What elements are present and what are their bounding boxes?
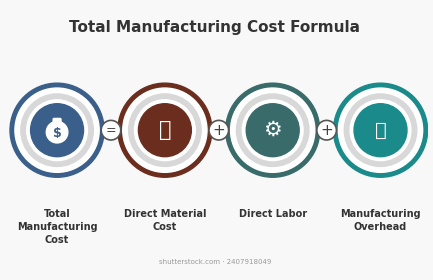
Circle shape xyxy=(242,100,303,161)
Text: ⚙: ⚙ xyxy=(263,120,282,140)
Circle shape xyxy=(15,88,99,172)
Circle shape xyxy=(344,94,417,167)
Text: Direct Labor: Direct Labor xyxy=(239,209,307,219)
Circle shape xyxy=(27,100,87,161)
Text: =: = xyxy=(106,124,116,137)
Circle shape xyxy=(135,100,195,161)
Circle shape xyxy=(236,94,309,167)
Circle shape xyxy=(317,120,336,140)
Circle shape xyxy=(350,100,411,161)
Text: Total Manufacturing Cost Formula: Total Manufacturing Cost Formula xyxy=(69,20,360,36)
Text: Direct Material
Cost: Direct Material Cost xyxy=(124,209,206,232)
Circle shape xyxy=(123,88,207,172)
Circle shape xyxy=(333,83,427,177)
Text: +: + xyxy=(320,123,333,138)
Circle shape xyxy=(118,83,212,177)
Circle shape xyxy=(10,83,104,177)
Text: ⛒: ⛒ xyxy=(158,120,171,140)
FancyBboxPatch shape xyxy=(53,118,61,125)
Text: ⛺: ⛺ xyxy=(375,121,386,140)
Text: shutterstock.com · 2407918049: shutterstock.com · 2407918049 xyxy=(158,260,271,265)
Text: Total
Manufacturing
Cost: Total Manufacturing Cost xyxy=(17,209,97,245)
Circle shape xyxy=(139,104,191,157)
Circle shape xyxy=(46,121,68,143)
Circle shape xyxy=(354,104,407,157)
Text: $: $ xyxy=(53,127,61,140)
Circle shape xyxy=(31,104,84,157)
Circle shape xyxy=(209,120,229,140)
Text: +: + xyxy=(213,123,225,138)
Text: Manufacturing
Overhead: Manufacturing Overhead xyxy=(340,209,421,232)
Circle shape xyxy=(246,104,299,157)
Circle shape xyxy=(129,94,201,167)
Circle shape xyxy=(338,88,423,172)
Circle shape xyxy=(21,94,94,167)
Circle shape xyxy=(230,88,315,172)
Circle shape xyxy=(101,120,121,140)
Circle shape xyxy=(226,83,320,177)
